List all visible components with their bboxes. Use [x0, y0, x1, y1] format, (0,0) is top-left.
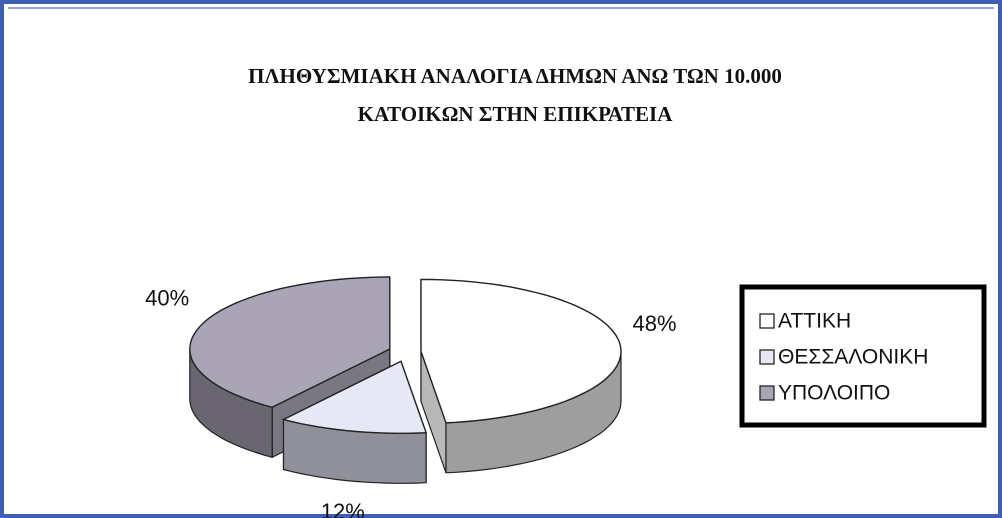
- legend-label: ΥΠΟΛΟΙΠΟ: [778, 382, 890, 405]
- data-label: 48%: [632, 311, 676, 336]
- legend-label: ΘΕΣΣΑΛΟΝΙΚΗ: [778, 346, 928, 369]
- slice: [281, 360, 428, 434]
- legend-swatch: [759, 385, 775, 401]
- slice: [189, 276, 391, 409]
- legend-label: ΑΤΤΙΚΗ: [778, 310, 851, 333]
- legend-box: [739, 284, 987, 428]
- legend: ΑΤΤΙΚΗ ΘΕΣΣΑΛΟΝΙΚΗ ΥΠΟΛΟΙΠΟ: [739, 284, 987, 428]
- pie: 48% 12% 40%: [145, 276, 677, 518]
- data-label: 40%: [145, 286, 189, 311]
- legend-swatch: [759, 349, 775, 365]
- data-label: 12%: [321, 499, 365, 518]
- legend-swatch: [759, 313, 775, 329]
- chart-title: ΠΛΗΘΥΣΜΙΑΚΗ ΑΝΑΛΟΓΙΑ ΔΗΜΩΝ ΑΝΩ ΤΩΝ 10.00…: [248, 64, 782, 88]
- chart-title: ΚΑΤΟΙΚΩΝ ΣΤΗΝ ΕΠΙΚΡΑΤΕΙΑ: [358, 102, 674, 126]
- slice: [420, 278, 622, 424]
